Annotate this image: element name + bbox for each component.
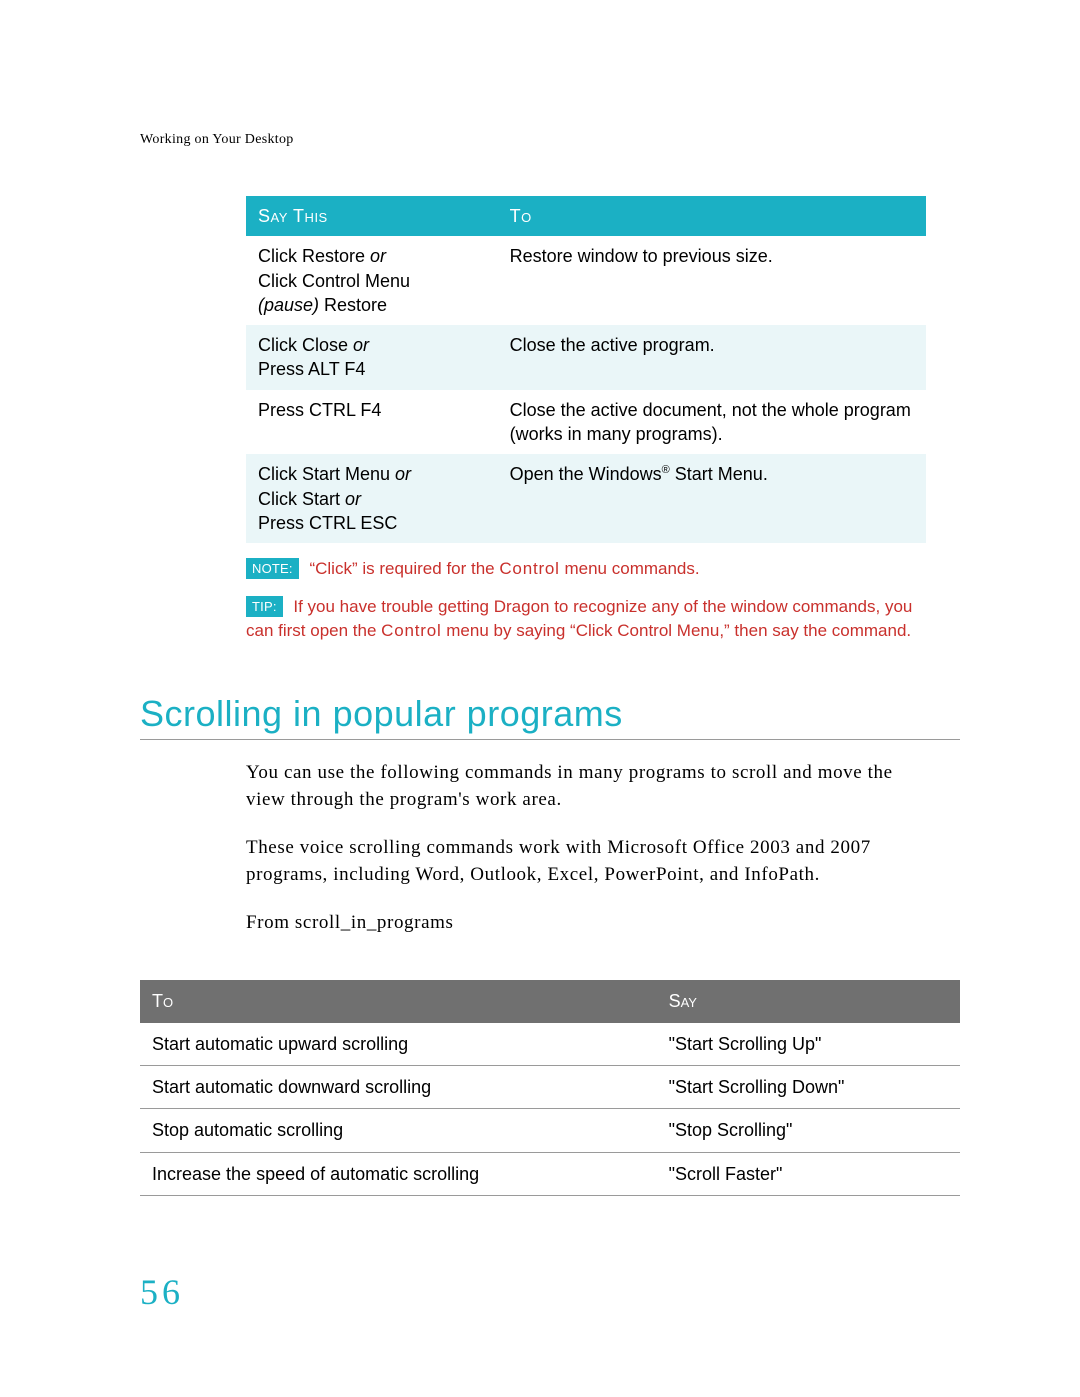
table-row: Start automatic upward scrolling"Start S…	[140, 1023, 960, 1066]
cell-say: Press CTRL F4	[246, 390, 498, 455]
section-heading: Scrolling in popular programs	[140, 693, 960, 735]
body-paragraph: These voice scrolling commands work with…	[246, 834, 926, 889]
scrolling-commands-table: To Say Start automatic upward scrolling"…	[140, 980, 960, 1195]
cell-say: "Stop Scrolling"	[657, 1109, 960, 1152]
tip-text: If you have trouble getting Dragon to re…	[246, 597, 912, 640]
table-header-row: Say This To	[246, 196, 926, 236]
table-row: Start automatic downward scrolling"Start…	[140, 1065, 960, 1108]
cell-say: Click Start Menu orClick Start orPress C…	[246, 454, 498, 543]
cell-say: Click Restore orClick Control Menu(pause…	[246, 236, 498, 325]
tip-block: TIP: If you have trouble getting Dragon …	[246, 595, 926, 643]
cell-to: Stop automatic scrolling	[140, 1109, 657, 1152]
note-badge: NOTE:	[246, 558, 299, 579]
cell-say: "Start Scrolling Up"	[657, 1023, 960, 1066]
table-row: Press CTRL F4Close the active document, …	[246, 390, 926, 455]
cell-say: Click Close orPress ALT F4	[246, 325, 498, 390]
cell-say: "Start Scrolling Down"	[657, 1065, 960, 1108]
table-row: Increase the speed of automatic scrollin…	[140, 1152, 960, 1195]
commands-table: Say This To Click Restore orClick Contro…	[246, 196, 926, 543]
cell-say: "Scroll Faster"	[657, 1152, 960, 1195]
tip-badge: TIP:	[246, 596, 283, 617]
cell-to: Close the active program.	[498, 325, 926, 390]
table-row: Click Close orPress ALT F4Close the acti…	[246, 325, 926, 390]
page-number: 56	[140, 1271, 184, 1313]
document-page: Working on Your Desktop Say This To Clic…	[0, 0, 1080, 1397]
running-head: Working on Your Desktop	[140, 132, 960, 148]
cell-to: Open the Windows® Start Menu.	[498, 454, 926, 543]
note-text: “Click” is required for the Control menu…	[309, 559, 699, 578]
body-paragraph: You can use the following commands in ma…	[246, 759, 926, 814]
table-row: Stop automatic scrolling"Stop Scrolling"	[140, 1109, 960, 1152]
col-header-say: Say This	[246, 196, 498, 236]
col-header-say: Say	[657, 980, 960, 1022]
table-header-row: To Say	[140, 980, 960, 1022]
col-header-to: To	[140, 980, 657, 1022]
cell-to: Start automatic downward scrolling	[140, 1065, 657, 1108]
cell-to: Increase the speed of automatic scrollin…	[140, 1152, 657, 1195]
col-header-to: To	[498, 196, 926, 236]
note-block: NOTE: “Click” is required for the Contro…	[246, 557, 926, 581]
cell-to: Restore window to previous size.	[498, 236, 926, 325]
body-paragraph: From scroll_in_programs	[246, 909, 926, 937]
cell-to: Close the active document, not the whole…	[498, 390, 926, 455]
cell-to: Start automatic upward scrolling	[140, 1023, 657, 1066]
section-rule	[140, 739, 960, 740]
table-row: Click Restore orClick Control Menu(pause…	[246, 236, 926, 325]
table-row: Click Start Menu orClick Start orPress C…	[246, 454, 926, 543]
